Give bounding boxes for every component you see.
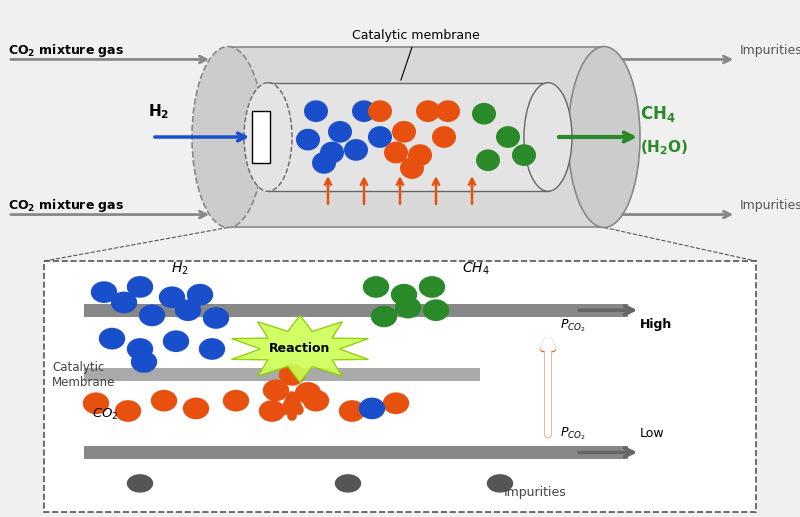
Text: Impurities: Impurities (740, 44, 800, 57)
Bar (84, 304, 628, 316)
Ellipse shape (339, 400, 365, 422)
Text: $CH_4$: $CH_4$ (462, 261, 490, 278)
Ellipse shape (335, 474, 362, 493)
Text: $P_{CO_2}$: $P_{CO_2}$ (560, 426, 586, 443)
Text: $\mathbf{CO_2}$ mixture gas: $\mathbf{CO_2}$ mixture gas (8, 197, 124, 215)
Ellipse shape (476, 149, 500, 171)
Ellipse shape (328, 121, 352, 143)
Text: $CO_2$: $CO_2$ (92, 407, 118, 422)
Ellipse shape (486, 474, 514, 493)
Ellipse shape (83, 392, 109, 414)
Ellipse shape (131, 351, 157, 373)
Text: Impurities: Impurities (740, 200, 800, 212)
Ellipse shape (363, 276, 390, 298)
Ellipse shape (91, 281, 118, 303)
Ellipse shape (182, 398, 210, 419)
Bar (84, 368, 480, 382)
Ellipse shape (192, 47, 264, 227)
Ellipse shape (423, 299, 450, 321)
Text: $P_{CO_2}$: $P_{CO_2}$ (560, 317, 586, 334)
Polygon shape (228, 47, 604, 227)
Ellipse shape (383, 392, 410, 414)
Ellipse shape (158, 286, 186, 308)
Ellipse shape (436, 100, 460, 122)
Ellipse shape (384, 142, 408, 163)
Polygon shape (268, 83, 548, 191)
Ellipse shape (524, 83, 572, 191)
Ellipse shape (400, 157, 424, 179)
Ellipse shape (126, 474, 154, 493)
Ellipse shape (472, 103, 496, 125)
Ellipse shape (391, 284, 418, 306)
Ellipse shape (126, 338, 154, 360)
Text: Impurities: Impurities (504, 486, 566, 499)
Text: Catalytic
Membrane: Catalytic Membrane (52, 361, 115, 389)
Ellipse shape (512, 144, 536, 166)
Ellipse shape (175, 299, 202, 321)
Ellipse shape (222, 390, 250, 412)
Ellipse shape (110, 292, 138, 313)
Text: $H_2$: $H_2$ (171, 261, 189, 278)
Ellipse shape (312, 152, 336, 174)
Ellipse shape (296, 129, 320, 150)
Ellipse shape (126, 276, 154, 298)
Ellipse shape (115, 400, 141, 422)
Ellipse shape (302, 390, 330, 412)
Ellipse shape (151, 390, 178, 412)
Ellipse shape (368, 126, 392, 148)
Polygon shape (231, 315, 369, 383)
Ellipse shape (432, 126, 456, 148)
Text: Catalytic membrane: Catalytic membrane (352, 29, 480, 80)
Ellipse shape (352, 100, 376, 122)
Ellipse shape (199, 338, 226, 360)
Text: Reaction: Reaction (270, 342, 330, 356)
Text: Low: Low (640, 427, 665, 440)
Ellipse shape (203, 307, 230, 329)
Ellipse shape (568, 47, 640, 227)
Ellipse shape (262, 379, 290, 401)
Ellipse shape (187, 284, 213, 306)
Ellipse shape (395, 297, 421, 318)
Bar (44, 261, 756, 512)
Ellipse shape (244, 83, 292, 191)
Ellipse shape (419, 276, 446, 298)
Text: $\mathbf{H_2}$: $\mathbf{H_2}$ (148, 102, 170, 121)
Ellipse shape (496, 126, 520, 148)
Ellipse shape (368, 100, 392, 122)
Text: $\mathbf{CO_2}$ mixture gas: $\mathbf{CO_2}$ mixture gas (8, 42, 124, 59)
Ellipse shape (344, 139, 368, 161)
Ellipse shape (416, 100, 440, 122)
Text: $\mathbf{( H_2O )}$: $\mathbf{( H_2O )}$ (640, 139, 688, 157)
Ellipse shape (163, 330, 190, 352)
Ellipse shape (279, 364, 306, 386)
Ellipse shape (320, 142, 344, 163)
Bar (252, 111, 270, 163)
Ellipse shape (99, 328, 126, 349)
Ellipse shape (392, 121, 416, 143)
Ellipse shape (358, 398, 386, 419)
Ellipse shape (294, 382, 321, 404)
Ellipse shape (371, 306, 398, 327)
Ellipse shape (408, 144, 432, 166)
Ellipse shape (304, 100, 328, 122)
Text: High: High (640, 318, 672, 331)
Text: $\mathbf{CH_4}$: $\mathbf{CH_4}$ (640, 104, 676, 124)
Ellipse shape (139, 305, 165, 326)
Bar (84, 446, 628, 459)
Ellipse shape (259, 400, 286, 422)
